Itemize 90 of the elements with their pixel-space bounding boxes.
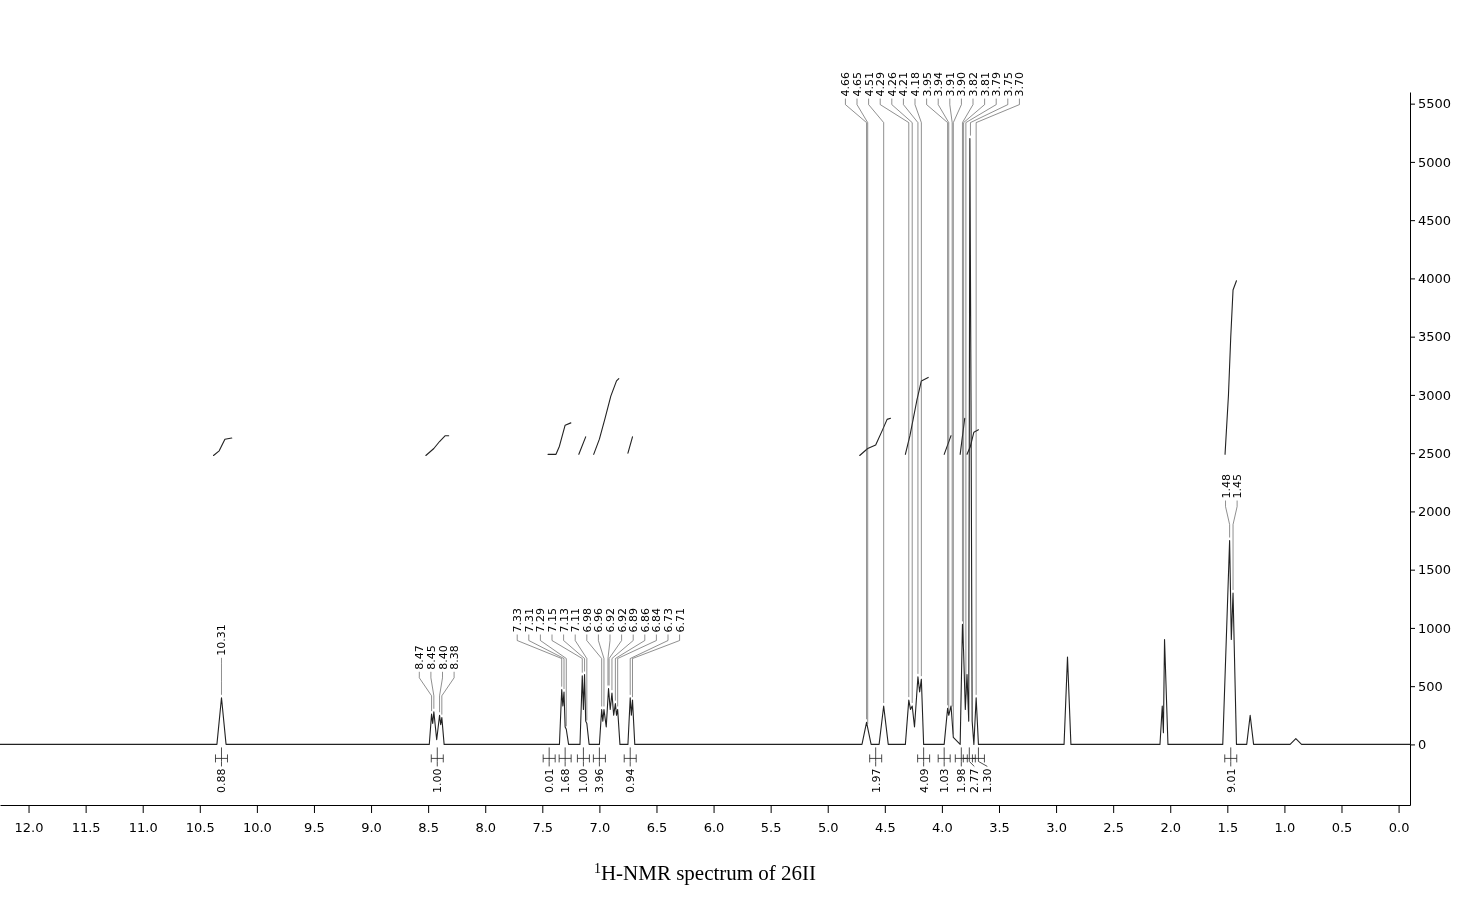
annotation: 8.38 [448,645,462,670]
annotation: 3.81 [978,72,992,97]
x-tick-label: 4.0 [932,819,953,835]
x-tick-label: 6.5 [646,819,668,835]
annotation: 4.65 [851,72,865,97]
annotation: 3.70 [1013,72,1027,97]
x-tick-label: 4.5 [874,819,896,835]
annotation: 10.31 [215,624,229,656]
x-tick-label: 0.5 [1331,819,1353,835]
x-tick-label: 11.0 [128,819,158,835]
annotation: 4.26 [885,72,899,97]
annotation: 1.30 [981,768,995,793]
annotation: 8.47 [413,645,427,670]
annotation: 0.01 [543,768,557,793]
annotation: 8.40 [436,645,450,670]
annotation: 4.66 [839,72,853,97]
y-tick-label: 2000 [1418,504,1452,520]
annotation: 6.98 [580,608,594,633]
annotation: 1.68 [559,768,573,793]
annotation: 9.01 [1224,768,1238,793]
annotation: 7.31 [522,608,536,633]
annotation: 7.15 [546,608,559,633]
x-tick-label: 8.0 [475,819,497,835]
x-tick-label: 5.0 [817,819,839,835]
annotation: 8.45 [424,645,438,670]
annotation: 1.00 [577,768,591,793]
annotation: 4.51 [862,72,876,97]
x-tick-label: 7.0 [589,819,611,835]
x-tick-label: 11.5 [71,819,101,835]
annotation: 2.77 [968,768,982,793]
x-tick-label: 3.5 [989,819,1010,835]
x-tick-label: 8.5 [418,819,439,835]
x-tick-label: 12.0 [14,819,44,835]
annotation: 1.48 [1219,474,1233,499]
y-tick-label: 0 [1418,737,1427,753]
x-tick-label: 9.5 [304,819,325,835]
x-tick-label: 6.0 [703,819,725,835]
text: $^{1}$H-NMR spectrum of 26II [593,860,817,885]
annotation: 7.33 [511,608,525,633]
y-tick-label: 2500 [1418,445,1452,461]
annotation: 4.09 [917,768,931,793]
x-tick-label: 2.0 [1160,819,1182,835]
annotation: 3.91 [943,72,957,97]
y-tick-label: 5000 [1418,154,1452,170]
annotation: 0.88 [215,768,229,793]
annotation: 6.86 [638,608,652,633]
x-tick-label: 9.0 [361,819,382,835]
annotation: 3.79 [990,72,1004,97]
x-tick-label: 7.5 [532,819,554,835]
annotation: 0.94 [624,768,638,793]
annotation: 7.13 [557,608,571,633]
y-tick-label: 500 [1418,678,1443,694]
y-tick-label: 5500 [1418,96,1452,112]
annotation: 4.18 [909,72,923,97]
annotation: 3.75 [1001,72,1015,97]
y-tick-label: 4500 [1418,212,1452,228]
x-tick-label: 5.5 [760,819,782,835]
x-tick-label: 2.5 [1103,819,1124,835]
annotation: 4.21 [897,72,911,97]
annotation: 6.92 [615,608,629,633]
x-tick-label: 3.0 [1046,819,1067,835]
annotation: 6.89 [627,608,641,633]
annotation: 6.92 [604,608,617,633]
annotation: 6.71 [673,608,687,633]
x-tick-label: 10.0 [242,819,272,835]
x-tick-label: 1.0 [1274,819,1296,835]
y-tick-label: 3500 [1418,329,1452,345]
y-tick-label: 1000 [1418,620,1452,636]
annotation: 3.95 [920,72,934,97]
x-tick-label: 1.5 [1217,819,1239,835]
annotation: 3.82 [967,72,981,97]
annotation: 3.96 [593,768,607,793]
annotation: 6.84 [650,608,664,633]
x-tick-label: 0.0 [1388,819,1410,835]
annotation: 1.00 [431,768,445,793]
y-tick-label: 1500 [1418,562,1452,578]
annotation: 3.94 [932,72,946,97]
y-tick-label: 3000 [1418,387,1452,403]
annotation: 3.90 [955,72,969,97]
annotation: 7.29 [534,608,548,633]
annotation: 1.45 [1231,474,1245,499]
annotation: 1.03 [938,768,952,793]
y-tick-label: 4000 [1418,271,1452,287]
annotation: 4.29 [874,72,888,97]
annotation: 1.97 [869,768,883,793]
annotation: 1.98 [955,768,969,793]
annotation: 6.96 [592,608,606,633]
annotation: 6.73 [662,608,675,633]
annotation: 7.11 [569,608,583,633]
x-tick-label: 10.5 [185,819,215,835]
